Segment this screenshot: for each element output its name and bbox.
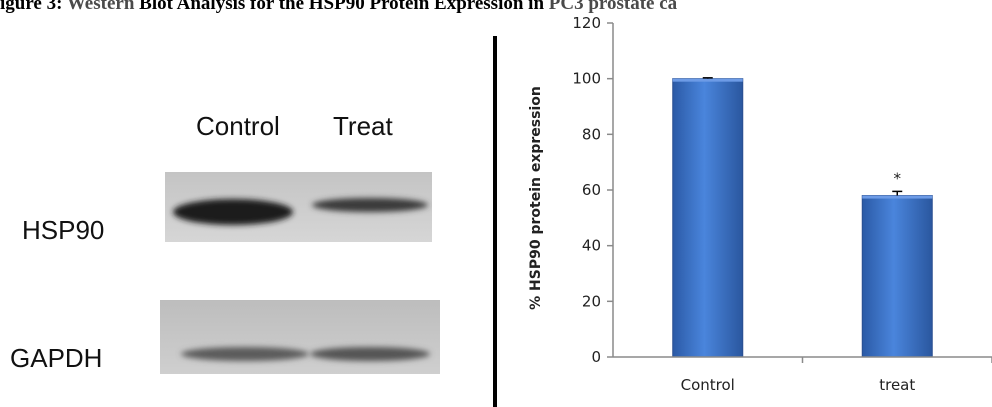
hsp90-bar-chart: 0 20 40 60 80 100 120 Control treat * % HSP90 prot…	[528, 14, 992, 394]
bar-top-cap	[672, 78, 743, 82]
bar	[861, 195, 933, 358]
gapdh-blot-image	[160, 300, 440, 374]
row-label-gapdh: GAPDH	[10, 343, 103, 373]
x-tick-label: treat	[879, 376, 915, 394]
panel-divider	[493, 36, 497, 407]
y-tick-label: 0	[591, 348, 601, 366]
bar	[672, 78, 744, 358]
y-tick-label: 120	[572, 14, 601, 32]
x-tick-label: Control	[681, 376, 735, 394]
y-tick-label: 100	[572, 70, 601, 88]
y-tick-label: 40	[582, 237, 601, 255]
bar-top-cap	[862, 195, 933, 199]
hsp90-blot-image	[165, 172, 432, 242]
significance-marker: *	[894, 169, 902, 187]
y-tick-label: 80	[582, 125, 601, 143]
y-tick-label: 60	[582, 181, 601, 199]
y-axis-label: % HSP90 protein expression	[528, 86, 544, 310]
lane-label-treat: Treat	[333, 111, 393, 141]
y-tick-label: 20	[582, 292, 601, 310]
row-label-hsp90: HSP90	[22, 215, 105, 245]
lane-label-control: Control	[196, 111, 280, 141]
figure-title: igure 3: Western Blot Analysis for the H…	[0, 0, 678, 14]
